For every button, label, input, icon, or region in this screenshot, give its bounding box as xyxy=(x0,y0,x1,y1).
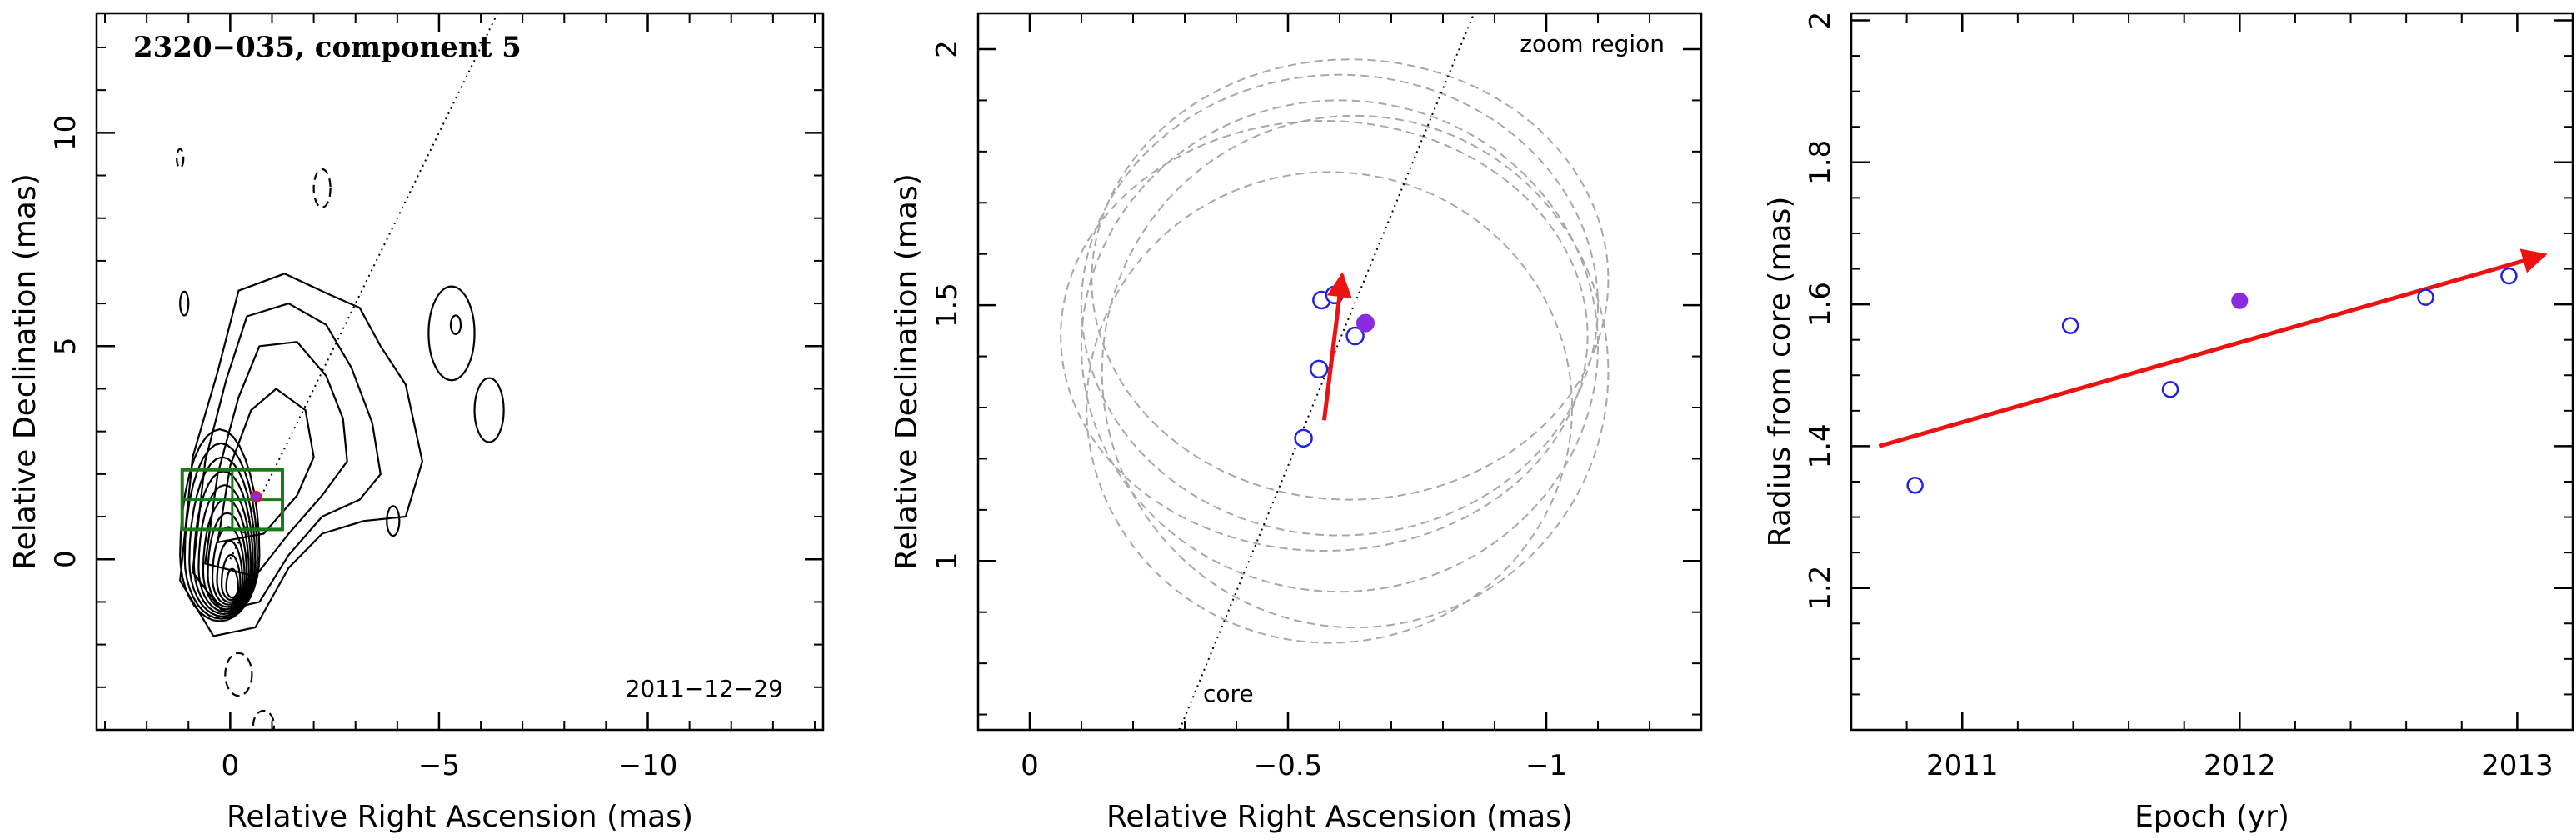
open-point xyxy=(1309,359,1329,379)
open-point xyxy=(2061,317,2079,334)
plot-frame xyxy=(95,12,825,732)
beam-ellipse xyxy=(1086,171,1573,644)
chart-title: 2320−035, component 5 xyxy=(133,31,522,64)
y-tick-label: 1.5 xyxy=(931,282,964,328)
jet-direction-line xyxy=(229,13,499,560)
core-contour xyxy=(211,526,246,606)
open-point xyxy=(1345,326,1365,346)
jet-contour-blob xyxy=(473,377,505,443)
core-contour xyxy=(220,553,242,602)
zoom-region-label: zoom region xyxy=(1520,30,1665,58)
jet-contour xyxy=(192,302,382,612)
core-contour xyxy=(197,483,252,613)
x-tick-label: 2012 xyxy=(2204,749,2276,782)
open-point xyxy=(1906,476,1924,494)
core-contour xyxy=(183,442,259,620)
core-contour xyxy=(179,428,261,622)
plot-frame xyxy=(1850,12,2574,732)
jet-contour xyxy=(217,388,315,543)
core-contour xyxy=(202,498,250,611)
contour-lines xyxy=(179,272,505,638)
x-tick-label: 0 xyxy=(222,749,240,782)
panel-radius-vs-epoch: 2011 2012 2013 1.2 1.4 1.6 1.8 2 Epoch (yr) Rad… xyxy=(1763,12,2574,834)
filled-point xyxy=(1356,313,1375,332)
beam-ellipse xyxy=(1060,120,1589,552)
negative-contour xyxy=(176,148,185,169)
jet-contour-blob xyxy=(427,285,476,382)
open-point xyxy=(1294,428,1313,448)
core-contour xyxy=(216,539,244,603)
x-tick-label: 2011 xyxy=(1926,749,1999,782)
x-tick-label: −1 xyxy=(1525,749,1567,782)
panel-zoom-region: 0 −0.5 −1 1 1.5 2 zoom region core Relative R… xyxy=(890,12,1703,834)
open-point xyxy=(2417,288,2434,306)
beam-ellipse xyxy=(1091,58,1610,501)
panel-contour-map: 0 −5 −10 0 5 10 2320−035, component 5 2011−12… xyxy=(8,12,825,834)
beam-ellipses xyxy=(1060,58,1610,644)
plot-frame xyxy=(976,12,1703,732)
jet-contour-blob xyxy=(179,290,190,317)
zoom-plot-area xyxy=(1060,13,1610,730)
beam-ellipse xyxy=(1081,99,1599,593)
x-axis-title: Relative Right Ascension (mas) xyxy=(227,800,693,834)
jet-contour-blob xyxy=(386,505,401,538)
jet-contour xyxy=(179,272,423,638)
x-tick-label: −5 xyxy=(418,749,460,782)
jet-contour xyxy=(204,341,348,578)
core-contour xyxy=(207,512,248,608)
open-point xyxy=(2161,381,2179,398)
y-tick-label: 1.4 xyxy=(1804,423,1837,468)
beam-ellipse xyxy=(1081,73,1599,537)
filled-point xyxy=(2231,292,2249,309)
y-tick-label: 1 xyxy=(931,552,964,570)
negative-contour xyxy=(224,652,253,698)
core-label: core xyxy=(1203,680,1254,708)
beam-ellipse xyxy=(1101,114,1610,629)
y-tick-label: 2 xyxy=(1804,12,1837,30)
core-contour xyxy=(225,568,240,599)
y-axis-title: Radius from core (mas) xyxy=(1763,197,1797,548)
x-axis-title: Relative Right Ascension (mas) xyxy=(1106,800,1573,834)
component-marker xyxy=(250,490,262,502)
y-axis-title: Relative Declination (mas) xyxy=(890,173,924,570)
y-tick-label: 0 xyxy=(49,550,82,568)
axis-ticks: 0 −5 −10 0 5 10 xyxy=(49,13,823,782)
jet-contour-blob xyxy=(449,314,462,336)
epoch-label: 2011−12−29 xyxy=(626,675,783,702)
x-axis-title: Epoch (yr) xyxy=(2134,800,2289,834)
y-tick-label: 1.8 xyxy=(1804,140,1837,185)
radius-plot-area xyxy=(1878,248,2548,494)
axis-ticks: 2011 2012 2013 1.2 1.4 1.6 1.8 2 xyxy=(1804,12,2574,782)
negative-contours xyxy=(176,148,332,730)
y-tick-label: 2 xyxy=(931,40,964,58)
fit-vector-arrow xyxy=(1878,248,2548,448)
y-tick-label: 1.6 xyxy=(1804,282,1837,327)
y-tick-label: 1.2 xyxy=(1804,566,1837,611)
y-axis-title: Relative Declination (mas) xyxy=(8,173,42,570)
x-tick-label: −0.5 xyxy=(1254,749,1323,782)
open-point xyxy=(2500,267,2518,285)
y-tick-label: 10 xyxy=(49,115,82,151)
core-direction-line xyxy=(1180,13,1475,730)
x-tick-label: 0 xyxy=(1021,749,1039,782)
radius-points xyxy=(1906,267,2518,494)
negative-contour xyxy=(312,168,332,209)
position-points xyxy=(1294,285,1375,448)
contour-plot-area xyxy=(176,13,505,730)
axis-ticks: 0 −0.5 −1 1 1.5 2 xyxy=(931,13,1702,782)
y-tick-label: 5 xyxy=(49,337,82,355)
x-tick-label: 2013 xyxy=(2481,749,2554,782)
negative-contour xyxy=(252,709,276,730)
motion-vector-arrow xyxy=(1321,272,1352,421)
x-tick-label: −10 xyxy=(618,749,678,782)
